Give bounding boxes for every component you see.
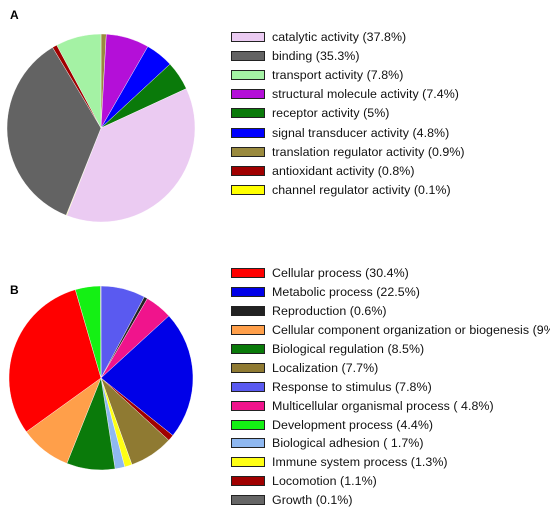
figure: A catalytic activity (37.8%) binding (35.… (6, 8, 550, 507)
legend-item: Reproduction (0.6%) (231, 302, 550, 321)
legend-label: Metabolic process (22.5%) (272, 285, 420, 300)
legend-swatch (231, 50, 265, 61)
panel-label-b: B (10, 283, 19, 297)
pie-slice-cellular-process (8, 289, 102, 433)
legend-label: Cellular process (30.4%) (272, 266, 409, 281)
legend-label: catalytic activity (37.8%) (272, 29, 407, 44)
legend-label: Growth (0.1%) (272, 493, 353, 508)
legend-label: structural molecule activity (7.4%) (272, 87, 459, 102)
legend-swatch (231, 400, 265, 411)
legend-a: catalytic activity (37.8%) binding (35.3%… (231, 27, 465, 200)
legend-label: Biological regulation (8.5%) (272, 342, 425, 356)
legend-item: Growth (0.1%) (231, 491, 550, 510)
legend-label: antioxidant activity (0.8%) (272, 163, 415, 178)
legend-item: antioxidant activity (0.8%) (231, 161, 465, 180)
legend-label: Localization (7.7%) (272, 360, 379, 375)
legend-label: receptor activity (5%) (272, 106, 390, 121)
legend-label: Response to stimulus (7.8%) (272, 379, 432, 394)
pie-slice-catalytic-activity (66, 88, 196, 223)
legend-swatch (231, 31, 265, 42)
legend-label: transport activity (7.8%) (272, 67, 404, 82)
legend-label: Development process (4.4%) (272, 417, 434, 432)
legend-item: catalytic activity (37.8%) (231, 27, 465, 46)
legend-label: Biological adhesion ( 1.7%) (272, 436, 424, 451)
legend-item: Biological adhesion ( 1.7%) (231, 434, 550, 453)
legend-item: Development process (4.4%) (231, 415, 550, 434)
legend-swatch (231, 185, 265, 196)
legend-item: translation regulator activity (0.9%) (231, 142, 465, 161)
legend-label: Immune system process (1.3%) (272, 455, 448, 470)
legend-label: Reproduction (0.6%) (272, 304, 387, 319)
legend-item: Biological regulation (8.5%) (231, 340, 550, 359)
legend-item: structural molecule activity (7.4%) (231, 85, 465, 104)
legend-swatch (231, 146, 265, 157)
legend-label: binding (35.3%) (272, 48, 360, 63)
legend-swatch (231, 457, 265, 468)
legend-b: Cellular process (30.4%) Metabolic proces… (231, 264, 550, 510)
legend-swatch (231, 89, 265, 100)
legend-swatch (231, 344, 265, 354)
legend-item: Multicellular organismal process ( 4.8%) (231, 396, 550, 415)
legend-item: Cellular component organization or bioge… (231, 321, 550, 340)
legend-label: translation regulator activity (0.9%) (272, 144, 465, 159)
legend-item: Immune system process (1.3%) (231, 453, 550, 472)
legend-label: Multicellular organismal process ( 4.8%) (272, 398, 494, 413)
legend-swatch (231, 325, 265, 336)
legend-swatch (231, 476, 265, 487)
pie-slice-growth (100, 285, 102, 379)
legend-item: Localization (7.7%) (231, 358, 550, 377)
panel-label-a: A (10, 8, 19, 22)
legend-item: Metabolic process (22.5%) (231, 283, 550, 302)
legend-swatch (231, 287, 265, 298)
pie-chart-a (6, 33, 196, 223)
legend-item: Response to stimulus (7.8%) (231, 377, 550, 396)
legend-swatch (231, 362, 265, 373)
legend-label: Locomotion (1.1%) (272, 474, 377, 489)
legend-swatch (231, 381, 265, 392)
legend-item: Locomotion (1.1%) (231, 472, 550, 491)
legend-label: signal transducer activity (4.8%) (272, 125, 450, 140)
legend-swatch (231, 268, 265, 279)
pie-chart-b (8, 285, 194, 471)
legend-item: channel regulator activity (0.1%) (231, 181, 465, 200)
legend-item: binding (35.3%) (231, 46, 465, 65)
legend-swatch (231, 419, 265, 430)
legend-item: Cellular process (30.4%) (231, 264, 550, 283)
legend-item: transport activity (7.8%) (231, 65, 465, 84)
legend-swatch (231, 108, 265, 119)
pie-slice-binding (6, 47, 102, 216)
legend-swatch (231, 69, 265, 80)
legend-swatch (231, 127, 265, 138)
legend-swatch (231, 438, 265, 449)
pie-slice-transport-activity (56, 33, 102, 129)
legend-label: channel regulator activity (0.1%) (272, 183, 451, 198)
legend-swatch (231, 306, 265, 317)
pie-slice-metabolic-process (100, 315, 194, 436)
legend-swatch (231, 495, 265, 506)
legend-label: Cellular component organization or bioge… (272, 323, 550, 338)
legend-item: signal transducer activity (4.8%) (231, 123, 465, 142)
legend-item: receptor activity (5%) (231, 104, 465, 123)
legend-swatch (231, 165, 265, 176)
